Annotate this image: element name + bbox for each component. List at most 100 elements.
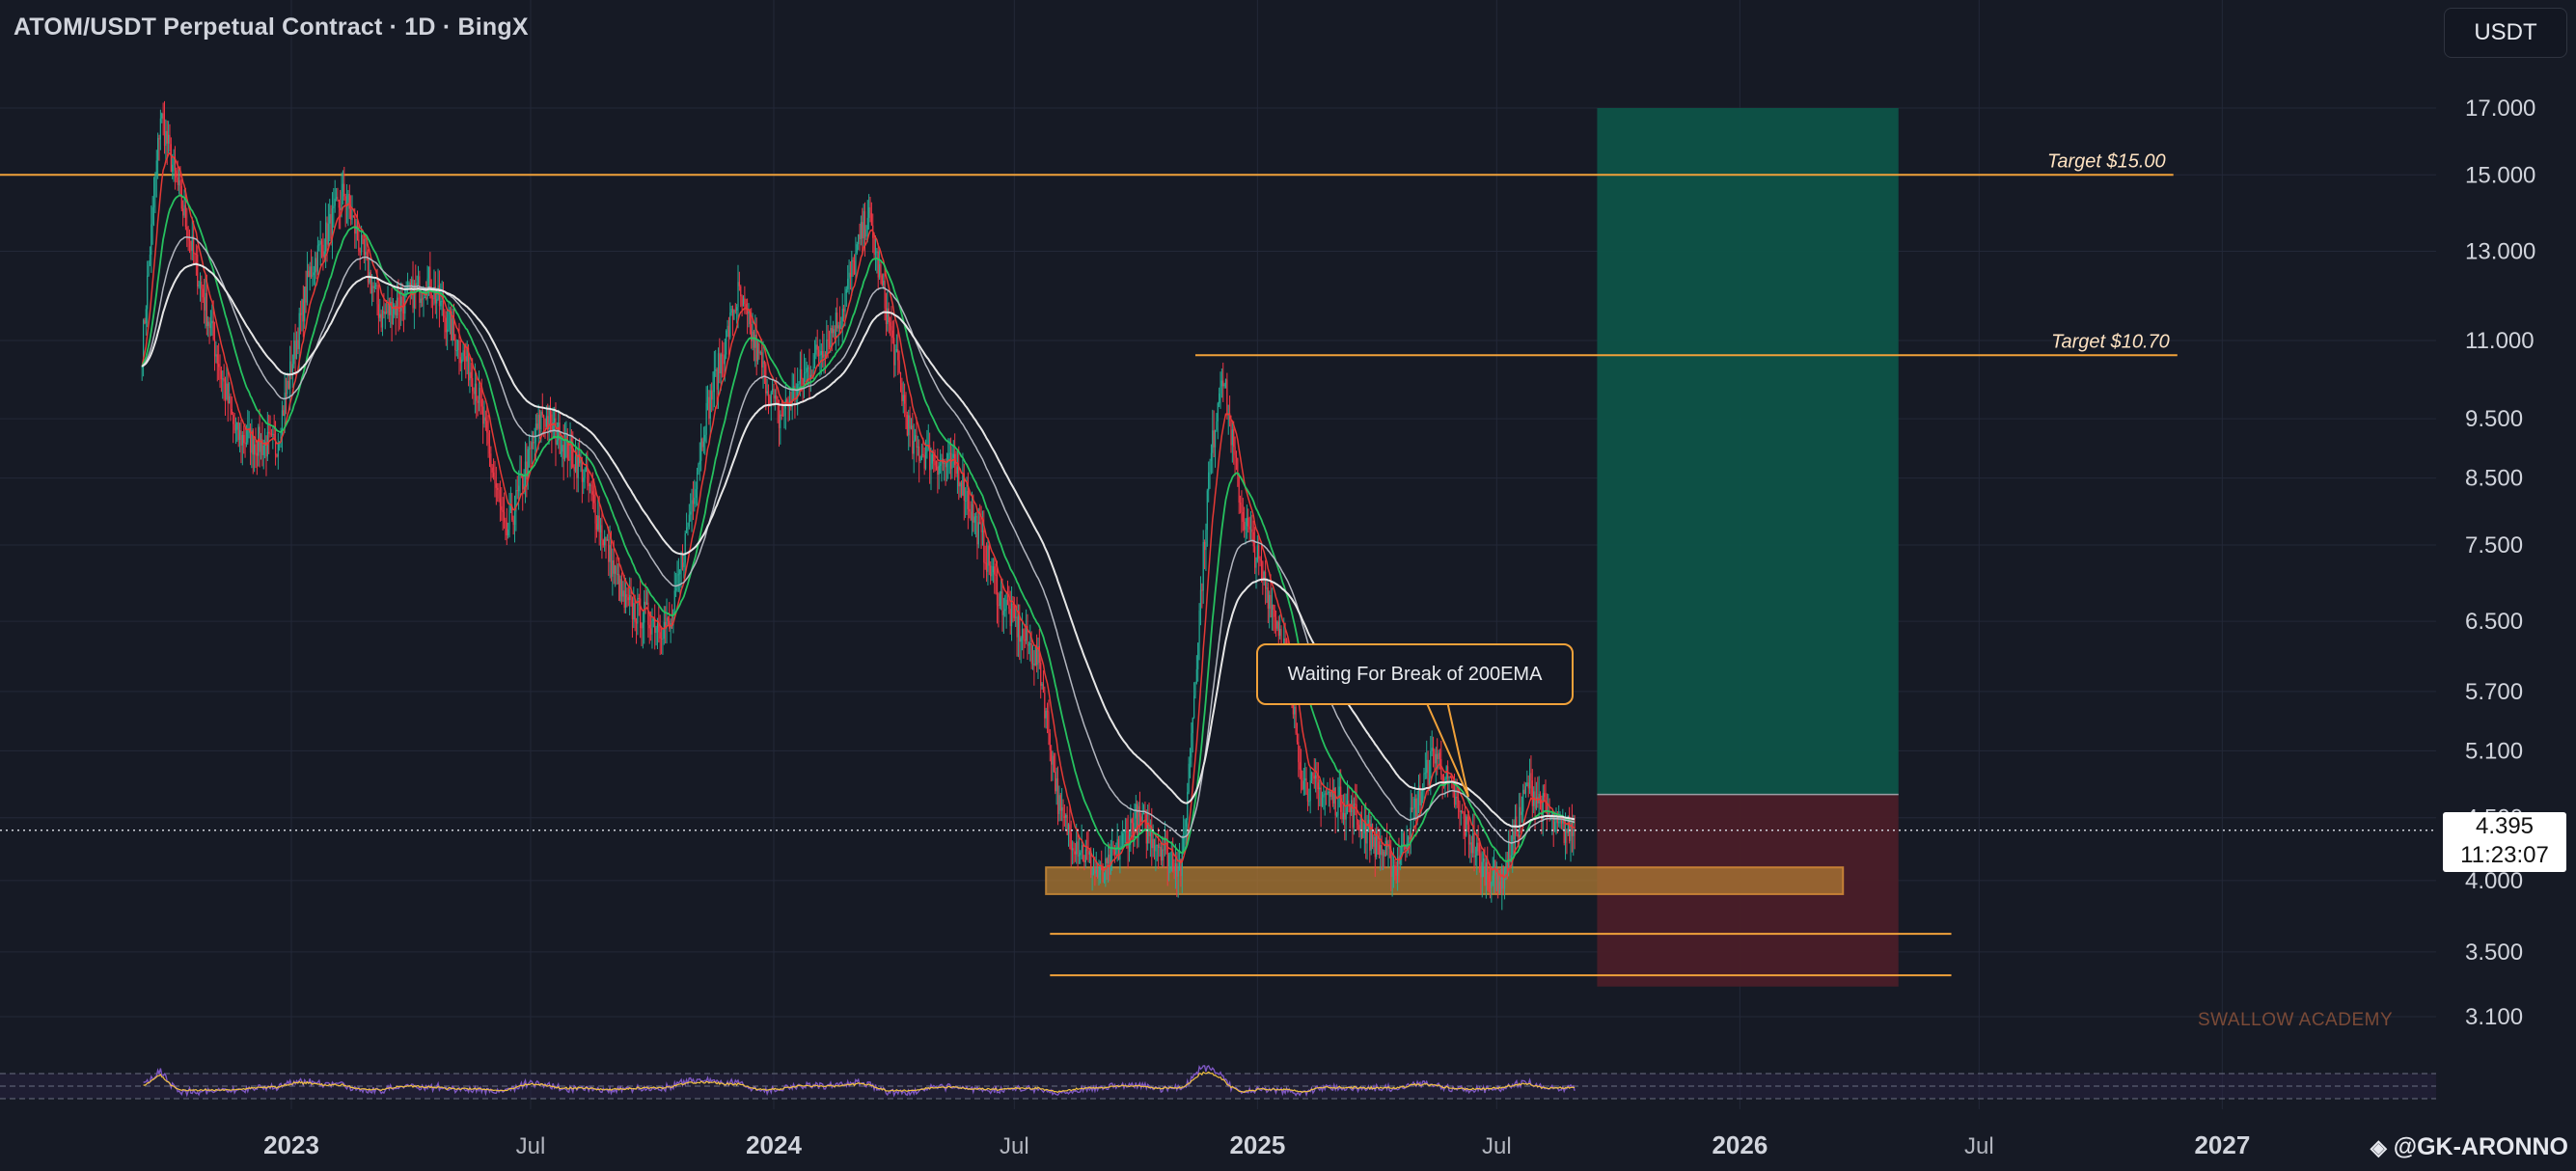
candle-body <box>1088 851 1090 855</box>
candle-body <box>1095 869 1097 874</box>
candle-body <box>1042 684 1045 694</box>
candle-body <box>749 311 751 325</box>
candle-body <box>742 298 745 307</box>
candle-body <box>1484 858 1486 885</box>
candle-body <box>279 441 281 443</box>
candle-body <box>233 423 235 430</box>
time-tick-label: 2025 <box>1229 1130 1285 1159</box>
candle-body <box>848 272 850 279</box>
candle-body <box>1120 846 1122 848</box>
candle-body <box>1237 457 1239 476</box>
candle-body <box>305 286 307 303</box>
price-tick-label: 17.000 <box>2465 95 2535 122</box>
candle-body <box>1360 818 1363 838</box>
candle-body <box>241 435 243 446</box>
candle-body <box>692 500 695 504</box>
candle-body <box>518 485 520 492</box>
candle-body <box>716 368 718 391</box>
candle-body <box>1071 848 1074 851</box>
candle-body <box>1401 844 1403 856</box>
candle-body <box>745 304 747 309</box>
candle-body <box>1335 815 1338 817</box>
candle-body <box>565 434 567 440</box>
candle-body <box>990 565 992 577</box>
candle-body <box>154 176 156 198</box>
candle-body <box>462 350 464 360</box>
candle-body <box>898 360 900 373</box>
candles <box>141 100 1576 911</box>
candle-body <box>447 329 449 333</box>
candle-body <box>1362 832 1364 838</box>
candle-body <box>754 335 756 348</box>
candle-body <box>310 266 313 277</box>
candle-body <box>855 253 857 275</box>
candle-body <box>1495 872 1497 874</box>
candle-body <box>395 305 397 315</box>
candle-body <box>251 430 253 453</box>
candle-body <box>740 286 742 297</box>
candle-body <box>712 392 714 400</box>
candle-body <box>1021 628 1024 639</box>
currency-button[interactable]: USDT <box>2444 8 2567 58</box>
candle-body <box>996 576 999 606</box>
candle-body <box>1449 776 1451 777</box>
candle-body <box>1255 560 1257 568</box>
candle-body <box>798 383 800 385</box>
candle-body <box>209 323 212 329</box>
price-axis[interactable]: 17.000 15.000 13.000 11.000 9.500 8.500 7.500 6… <box>2465 95 2535 1030</box>
candle-body <box>638 597 640 599</box>
candle-body <box>1431 748 1433 751</box>
candle-body <box>277 442 279 457</box>
candle-body <box>1092 866 1095 874</box>
candle-body <box>1476 842 1478 857</box>
candle-body <box>1077 841 1079 857</box>
candle-body <box>549 410 552 415</box>
candle-body <box>608 539 610 562</box>
candle-body <box>526 461 528 480</box>
level-labels: Target $15.00 Target $10.70 <box>2047 150 2170 352</box>
target-zone <box>1597 108 1899 795</box>
candle-body <box>633 603 635 620</box>
candle-body <box>463 350 466 357</box>
candle-body <box>836 313 838 329</box>
candle-body <box>554 418 556 422</box>
candle-body <box>452 318 455 336</box>
candle-body <box>1352 800 1354 829</box>
candle-body <box>591 491 593 495</box>
candle-body <box>1251 529 1253 532</box>
candle-body <box>1041 684 1043 686</box>
candle-body <box>367 255 370 283</box>
candle-body <box>799 368 801 384</box>
candle-body <box>168 134 170 144</box>
candle-body <box>849 272 852 278</box>
candle-body <box>819 354 821 356</box>
candle-body <box>994 566 996 575</box>
candle-body <box>1230 419 1232 446</box>
candle-body <box>1153 838 1156 852</box>
candle-body <box>954 453 956 466</box>
candle-body <box>736 307 738 311</box>
candle-body <box>823 354 825 358</box>
candle-body <box>1184 826 1186 836</box>
candle-body <box>1416 798 1418 820</box>
candle-body <box>1324 793 1326 795</box>
candle-body <box>252 430 254 455</box>
candle-body <box>1487 862 1489 875</box>
candle-body <box>541 411 543 416</box>
time-axis[interactable]: 2023 Jul 2024 Jul 2025 Jul 2026 Jul 2027 <box>263 1130 2250 1159</box>
candle-body <box>1274 609 1275 617</box>
candle-body <box>375 285 377 286</box>
time-tick-label: Jul <box>1482 1133 1512 1159</box>
candle-body <box>572 448 574 468</box>
candle-body <box>1481 861 1483 878</box>
candle-body <box>677 574 679 576</box>
candle-body <box>1382 851 1384 856</box>
candle-body <box>1137 805 1139 835</box>
candle-body <box>425 297 427 299</box>
candle-body <box>356 225 359 240</box>
ema-short-line <box>141 151 1576 879</box>
candle-body <box>1169 852 1171 856</box>
candle-body <box>361 234 363 253</box>
candle-body <box>1110 849 1111 875</box>
